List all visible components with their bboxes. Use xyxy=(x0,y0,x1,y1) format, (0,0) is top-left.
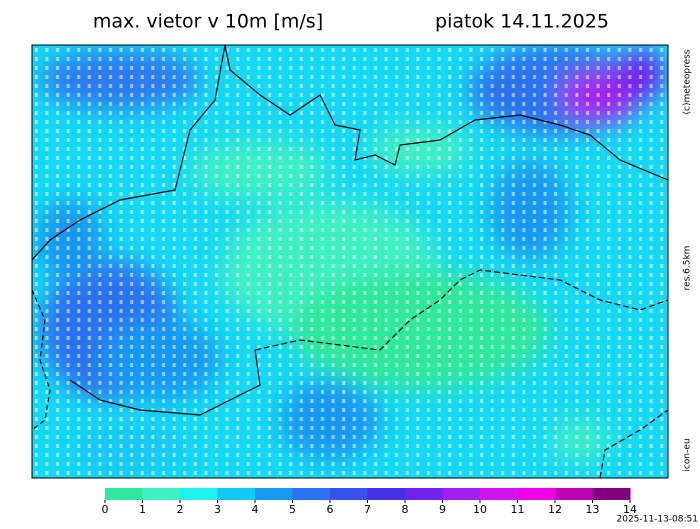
map-date: piatok 14.11.2025 xyxy=(435,11,609,33)
colorbar-tick-label: 2 xyxy=(177,503,184,516)
colorbar-tick-label: 1 xyxy=(139,503,146,516)
colorbar-tick-label: 11 xyxy=(511,503,525,516)
colorbar-tick-label: 3 xyxy=(214,503,221,516)
colorbar-tick-label: 10 xyxy=(473,503,487,516)
colorbar-swatch xyxy=(330,488,368,500)
colorbar-swatch xyxy=(142,488,181,500)
colorbar-tick-label: 4 xyxy=(252,503,259,516)
colorbar-swatch xyxy=(292,488,331,500)
colorbar-tick-label: 5 xyxy=(289,503,296,516)
colorbar-tick-label: 8 xyxy=(402,503,409,516)
model-label: icon-eu xyxy=(683,438,693,471)
colorbar-swatch xyxy=(480,488,518,500)
resolution-label: res.6.5km xyxy=(683,246,693,291)
colorbar-swatch xyxy=(592,488,631,500)
copyright-label: (c)meteopress xyxy=(683,49,693,114)
colorbar-tick-label: 12 xyxy=(548,503,562,516)
colorbar-tick-label: 6 xyxy=(327,503,334,516)
colorbar-swatch xyxy=(555,488,593,500)
colorbar-swatch xyxy=(180,488,218,500)
colorbar-swatch xyxy=(405,488,443,500)
value-digits-texture xyxy=(32,45,668,478)
colorbar-tick-label: 14 xyxy=(623,503,637,516)
colorbar-tick-label: 9 xyxy=(439,503,446,516)
colorbar-tick-label: 7 xyxy=(364,503,371,516)
colorbar-swatch xyxy=(105,488,143,500)
colorbar: 0 1 2 3 4 5 6 7 8 9 10 11 12 13 14 xyxy=(102,488,637,516)
timestamp: 2025-11-13-08:51 xyxy=(617,515,699,525)
borders xyxy=(32,45,668,478)
colorbar-swatch xyxy=(255,488,293,500)
colorbar-tick-label: 0 xyxy=(102,503,109,516)
colorbar-swatch xyxy=(217,488,256,500)
map-title: max. vietor v 10m [m/s] xyxy=(93,11,323,33)
map-frame xyxy=(31,44,669,479)
wind-field xyxy=(32,45,668,478)
colorbar-swatch xyxy=(517,488,556,500)
colorbar-swatch xyxy=(367,488,406,500)
colorbar-swatch xyxy=(442,488,481,500)
colorbar-tick-label: 13 xyxy=(586,503,600,516)
